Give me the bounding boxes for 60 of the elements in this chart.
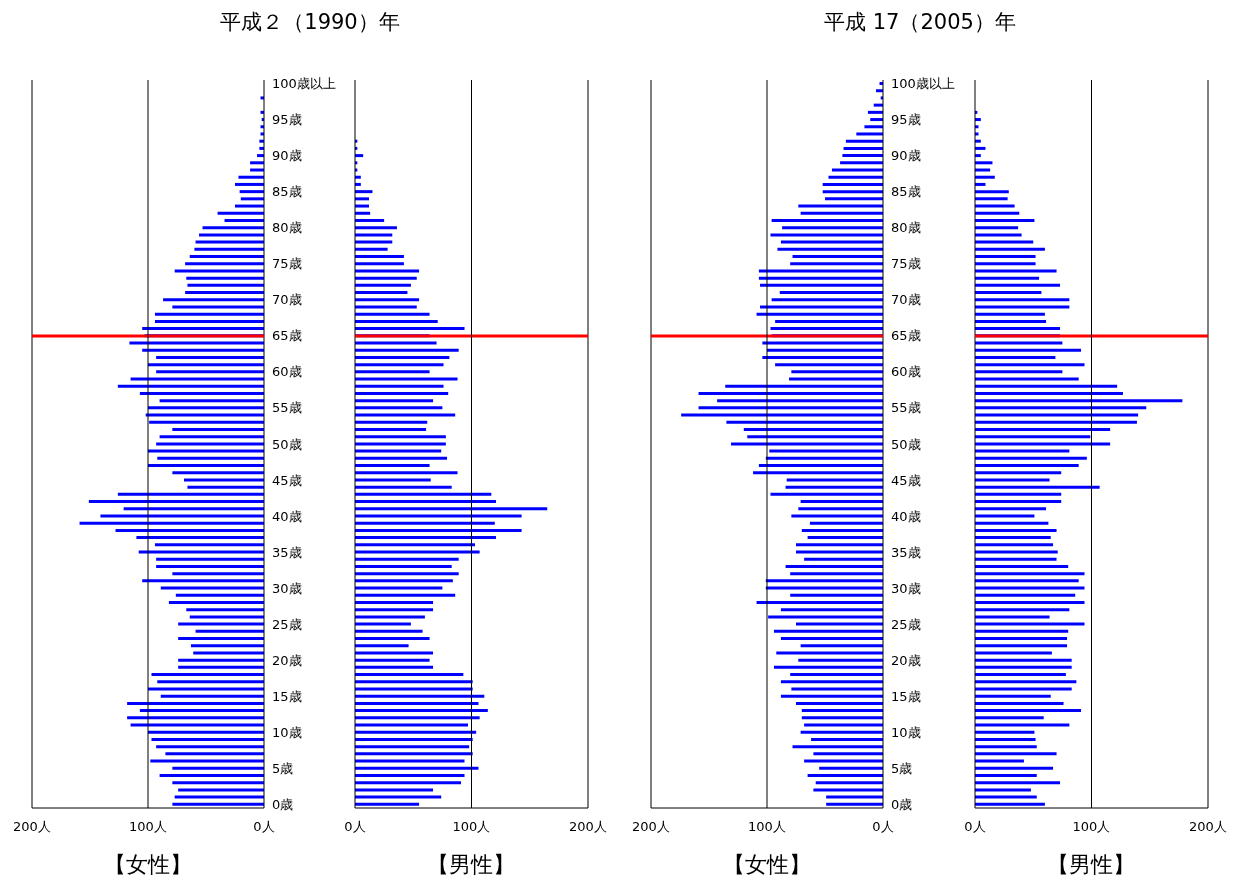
y-tick-label: 5歳 — [891, 760, 913, 776]
y-tick-label: 30歳 — [272, 580, 302, 596]
y-tick-label: 30歳 — [891, 580, 921, 596]
x-tick-label: 100人 — [452, 819, 491, 835]
x-tick-label: 0人 — [344, 819, 366, 835]
y-tick-label: 90歳 — [272, 148, 302, 164]
y-tick-label: 40歳 — [891, 508, 921, 524]
y-tick-label: 35歳 — [891, 544, 921, 560]
y-tick-label: 80歳 — [891, 220, 921, 236]
y-tick-label: 65歳 — [891, 328, 921, 344]
y-tick-label: 50歳 — [891, 436, 921, 452]
y-tick-label: 35歳 — [272, 544, 302, 560]
y-tick-label: 0歳 — [891, 796, 913, 812]
y-tick-label: 85歳 — [272, 184, 302, 200]
x-axis-title: 【女性】 — [103, 851, 193, 879]
y-tick-label: 95歳 — [891, 112, 921, 128]
x-tick-label: 200人 — [1189, 819, 1227, 835]
y-tick-label: 65歳 — [272, 328, 302, 344]
x-tick-label: 200人 — [632, 819, 670, 835]
x-axis-title: 【女性】 — [722, 851, 812, 879]
x-axis-title: 【男性】 — [1046, 851, 1136, 879]
y-tick-label: 100歳以上 — [891, 76, 955, 92]
x-tick-label: 100人 — [1072, 819, 1111, 835]
y-tick-label: 0歳 — [272, 796, 294, 812]
x-tick-label: 0人 — [964, 819, 986, 835]
y-tick-label: 10歳 — [891, 724, 921, 740]
x-axis-title: 【男性】 — [426, 851, 516, 879]
y-tick-label: 20歳 — [272, 652, 302, 668]
y-tick-label: 45歳 — [891, 472, 921, 488]
x-tick-label: 0人 — [872, 819, 894, 835]
x-tick-label: 100人 — [748, 819, 786, 835]
y-tick-label: 25歳 — [891, 616, 921, 632]
y-tick-label: 55歳 — [272, 400, 302, 416]
y-tick-label: 95歳 — [272, 112, 302, 128]
text: 平成２（1990）年 — [219, 9, 401, 36]
x-tick-label: 0人 — [253, 819, 275, 835]
y-tick-label: 40歳 — [272, 508, 302, 524]
y-tick-label: 75歳 — [891, 256, 921, 272]
y-tick-label: 50歳 — [272, 436, 302, 452]
y-tick-label: 70歳 — [891, 292, 921, 308]
y-tick-label: 25歳 — [272, 616, 302, 632]
x-tick-label: 200人 — [569, 819, 607, 835]
y-tick-label: 45歳 — [272, 472, 302, 488]
y-tick-label: 90歳 — [891, 148, 921, 164]
y-tick-label: 80歳 — [272, 220, 302, 236]
chart-title: 平成 17（2005）年 — [823, 9, 1017, 36]
y-tick-label: 100歳以上 — [272, 76, 336, 92]
y-tick-label: 70歳 — [272, 292, 302, 308]
y-tick-label: 10歳 — [272, 724, 302, 740]
y-tick-label: 5歳 — [272, 760, 294, 776]
y-tick-label: 75歳 — [272, 256, 302, 272]
y-tick-label: 60歳 — [272, 364, 302, 380]
x-tick-label: 200人 — [13, 819, 51, 835]
y-tick-label: 55歳 — [891, 400, 921, 416]
x-tick-label: 100人 — [129, 819, 167, 835]
y-tick-label: 15歳 — [272, 688, 302, 704]
y-tick-label: 85歳 — [891, 184, 921, 200]
y-tick-label: 15歳 — [891, 688, 921, 704]
y-tick-label: 60歳 — [891, 364, 921, 380]
y-tick-label: 20歳 — [891, 652, 921, 668]
